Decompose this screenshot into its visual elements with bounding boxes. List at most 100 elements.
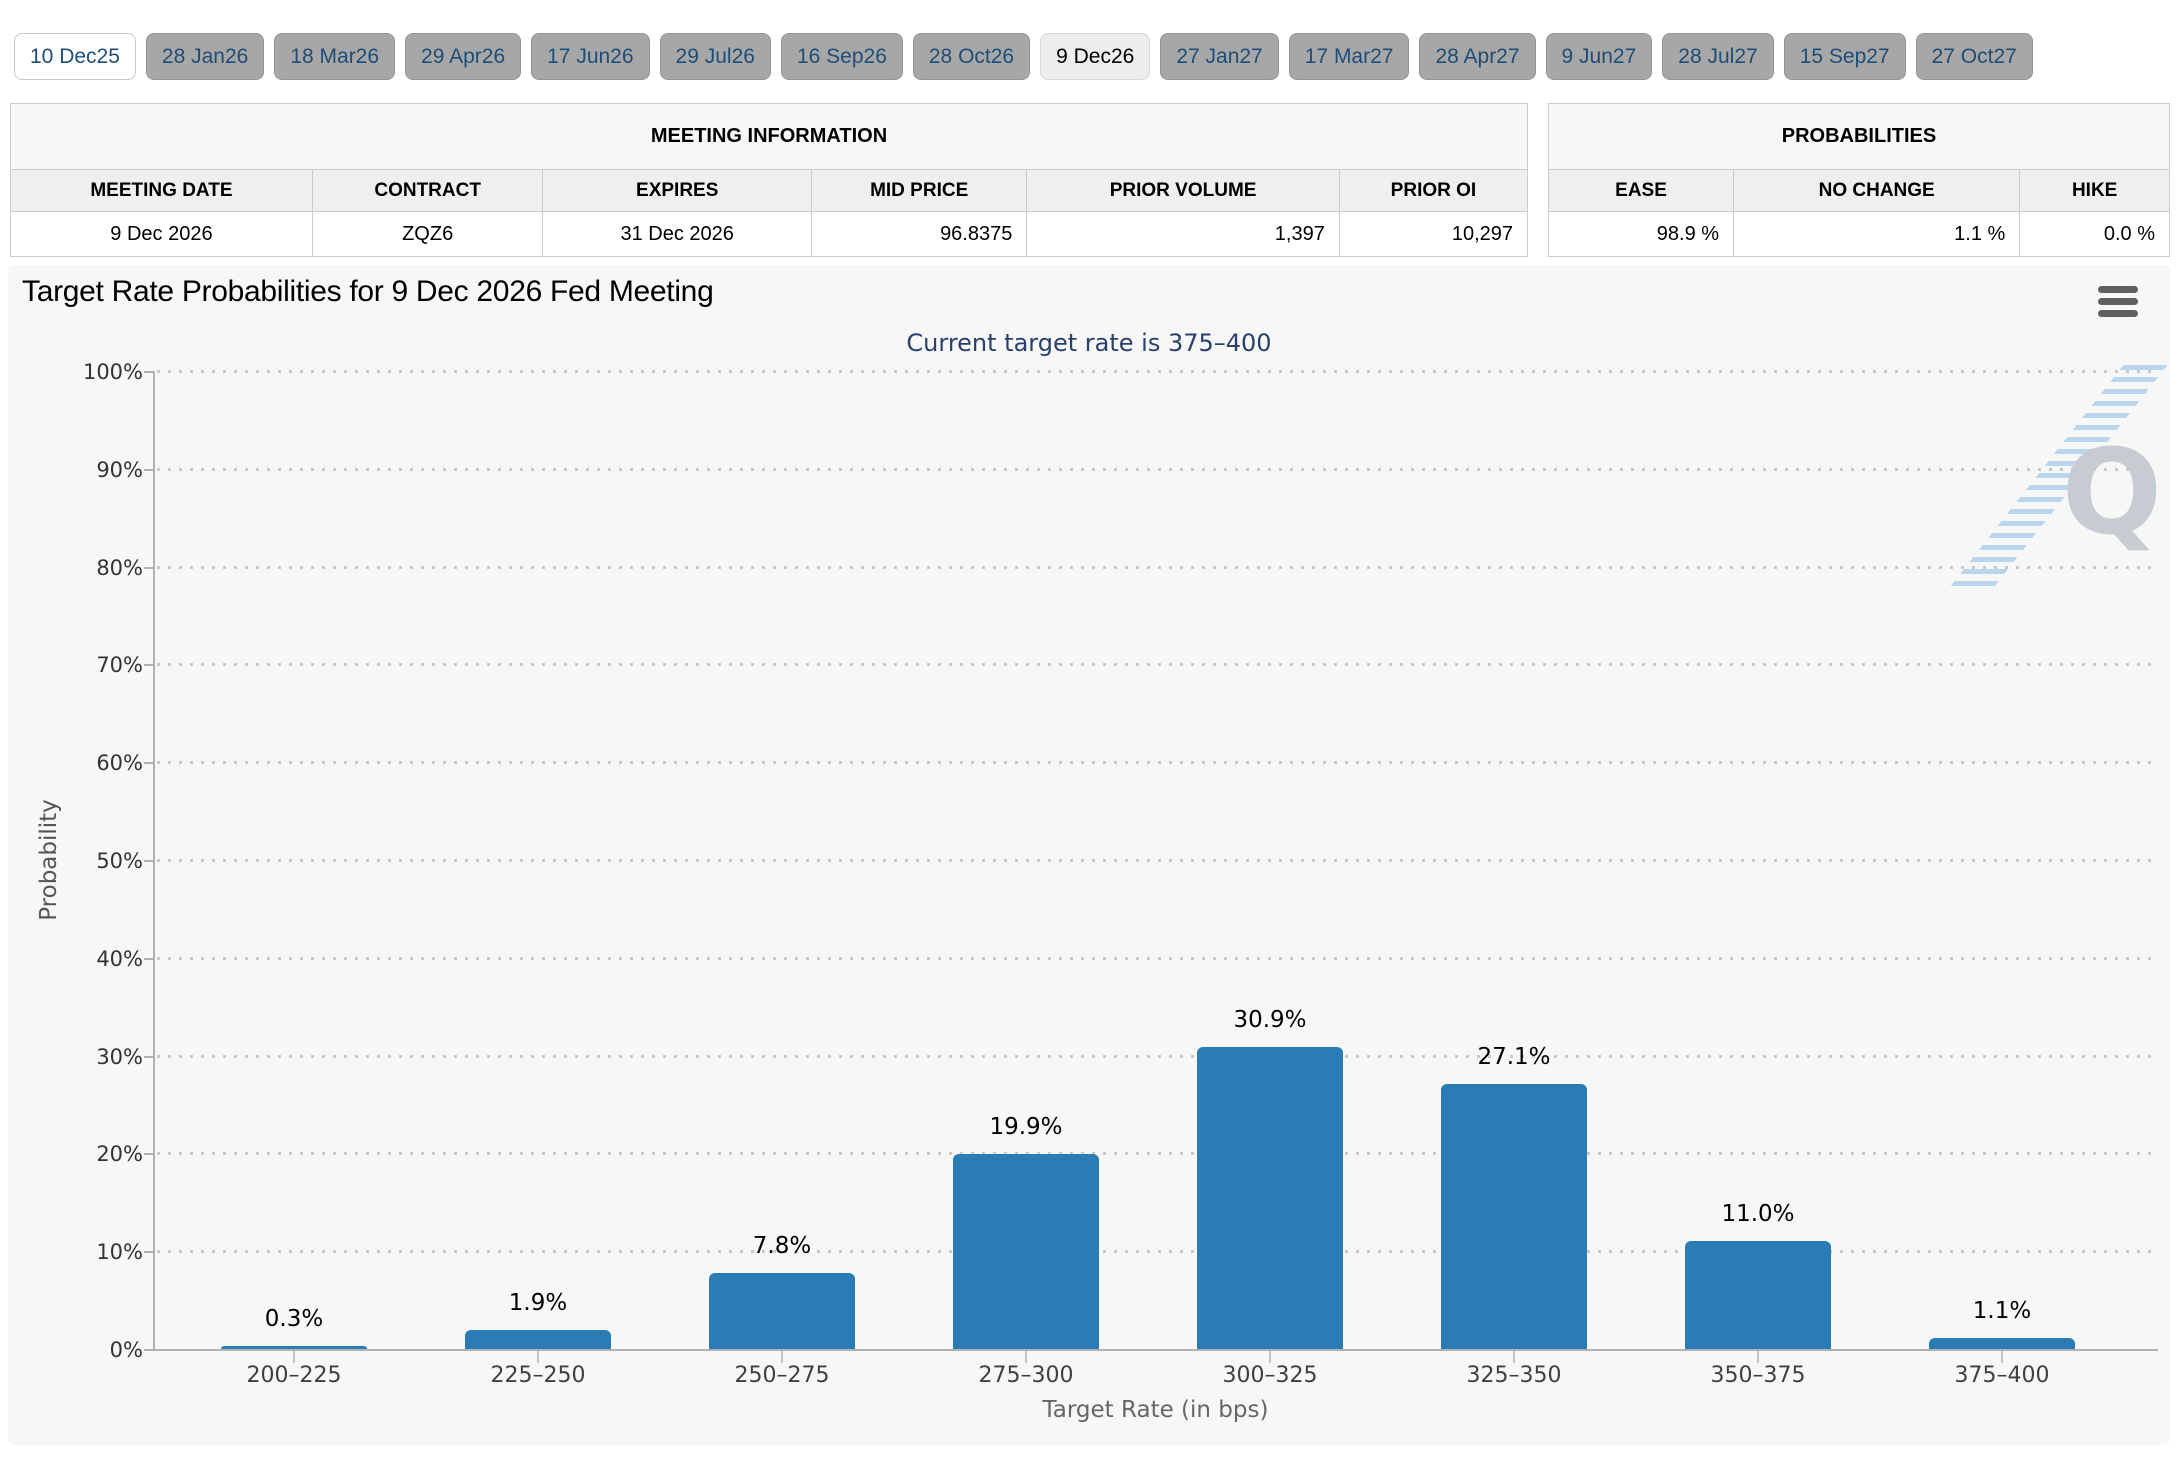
tab-28-apr27[interactable]: 28 Apr27 — [1419, 33, 1536, 80]
tab-27-jan27[interactable]: 27 Jan27 — [1160, 33, 1279, 80]
tab-29-jul26[interactable]: 29 Jul26 — [659, 33, 771, 80]
meeting-info-value-expires: 31 Dec 2026 — [542, 211, 812, 257]
y-tick-label-30: 30% — [96, 1045, 143, 1069]
meeting-date-tab-strip: 10 Dec25 28 Jan26 18 Mar26 29 Apr26 17 Jun26… — [14, 33, 2033, 80]
bar-value-label: 11.0% — [1721, 1201, 1795, 1227]
x-tick-mark — [537, 1351, 539, 1363]
chart-title: Target Rate Probabilities for 9 Dec 2026… — [22, 275, 714, 308]
y-tick-mark — [144, 1349, 153, 1351]
gridline-30 — [157, 1055, 2158, 1058]
y-tick-mark — [144, 860, 153, 862]
meeting-info-value-meeting-date: 9 Dec 2026 — [10, 211, 313, 257]
chart-context-menu-button[interactable] — [2096, 285, 2140, 319]
probability-chart: Target Rate Probabilities for 9 Dec 2026… — [8, 265, 2170, 1445]
x-tick-mark — [2001, 1351, 2003, 1363]
meeting-info-header-meeting-date: MEETING DATE — [10, 169, 313, 212]
x-tick-mark — [1269, 1351, 1271, 1363]
bar-300-325[interactable] — [1197, 1047, 1343, 1349]
bar-value-label: 19.9% — [989, 1114, 1063, 1140]
bar-value-label: 30.9% — [1233, 1007, 1307, 1033]
x-axis-title: Target Rate (in bps) — [1042, 1397, 1269, 1423]
tab-9-jun27[interactable]: 9 Jun27 — [1545, 33, 1653, 80]
tab-28-oct26[interactable]: 28 Oct26 — [912, 33, 1031, 80]
gridline-50 — [157, 859, 2158, 862]
y-tick-label-10: 10% — [96, 1240, 143, 1264]
y-tick-mark — [144, 762, 153, 764]
y-tick-label-40: 40% — [96, 947, 143, 971]
y-tick-mark — [144, 664, 153, 666]
x-tick-mark — [1025, 1351, 1027, 1363]
meeting-info-title: MEETING INFORMATION — [10, 103, 1528, 170]
y-tick-label-70: 70% — [96, 653, 143, 677]
y-tick-label-100: 100% — [82, 360, 143, 384]
bar-350-375[interactable] — [1685, 1241, 1831, 1349]
y-tick-label-50: 50% — [96, 849, 143, 873]
y-tick-label-0: 0% — [109, 1338, 143, 1362]
meeting-info-value-prior-oi: 10,297 — [1338, 211, 1529, 257]
probabilities-value-no-change: 1.1 % — [1733, 211, 2021, 257]
tab-28-jan26[interactable]: 28 Jan26 — [145, 33, 265, 80]
gridline-100 — [157, 370, 2158, 373]
bar-375-400[interactable] — [1929, 1338, 2075, 1349]
tab-29-apr26[interactable]: 29 Apr26 — [405, 33, 522, 80]
hamburger-icon — [2098, 298, 2138, 305]
bar-250-275[interactable] — [709, 1273, 855, 1349]
tab-16-sep26[interactable]: 16 Sep26 — [780, 33, 903, 80]
y-tick-label-20: 20% — [96, 1142, 143, 1166]
gridline-70 — [157, 663, 2158, 666]
y-tick-mark — [144, 1056, 153, 1058]
y-tick-mark — [144, 958, 153, 960]
y-tick-mark — [144, 469, 153, 471]
y-axis-title: Probability — [36, 799, 62, 921]
x-tick-mark — [293, 1351, 295, 1363]
bar-200-225[interactable] — [221, 1346, 367, 1349]
probabilities-header-ease: EASE — [1547, 169, 1735, 212]
tab-17-jun26[interactable]: 17 Jun26 — [531, 33, 650, 80]
tab-28-jul27[interactable]: 28 Jul27 — [1662, 33, 1774, 80]
tab-15-sep27[interactable]: 15 Sep27 — [1783, 33, 1906, 80]
tab-18-mar26[interactable]: 18 Mar26 — [274, 33, 396, 80]
gridline-10 — [157, 1250, 2158, 1253]
x-tick-mark — [1757, 1351, 1759, 1363]
x-category-label: 375–400 — [1954, 1363, 2050, 1388]
y-tick-mark — [144, 371, 153, 373]
meeting-info-header-prior-oi: PRIOR OI — [1338, 169, 1529, 212]
y-tick-mark — [144, 567, 153, 569]
x-tick-mark — [1513, 1351, 1515, 1363]
tab-9-dec26[interactable]: 9 Dec26 — [1040, 33, 1151, 80]
x-category-label: 250–275 — [734, 1363, 830, 1388]
y-tick-mark — [144, 1153, 153, 1155]
tab-10-dec25[interactable]: 10 Dec25 — [14, 33, 136, 80]
x-axis-line — [153, 1349, 2158, 1351]
bar-325-350[interactable] — [1441, 1084, 1587, 1349]
x-category-label: 200–225 — [246, 1363, 342, 1388]
gridline-60 — [157, 761, 2158, 764]
bar-value-label: 1.9% — [508, 1290, 568, 1316]
bar-value-label: 0.3% — [264, 1306, 324, 1332]
x-category-label: 325–350 — [1466, 1363, 1562, 1388]
bar-value-label: 1.1% — [1972, 1298, 2032, 1324]
watermark-letter: Q — [2061, 423, 2162, 561]
quikstrike-watermark-icon: Q — [1948, 365, 2168, 589]
hamburger-icon — [2098, 286, 2138, 293]
meeting-info-header-contract: CONTRACT — [311, 169, 544, 212]
probabilities-header-no-change: NO CHANGE — [1733, 169, 2021, 212]
y-tick-label-80: 80% — [96, 556, 143, 580]
meeting-info-value-mid-price: 96.8375 — [810, 211, 1028, 257]
probabilities-table: PROBABILITIES EASE NO CHANGE HIKE 98.9 % 1.1 … — [1547, 103, 2170, 257]
probabilities-value-ease: 98.9 % — [1547, 211, 1735, 257]
meeting-info-header-mid-price: MID PRICE — [810, 169, 1028, 212]
gridline-80 — [157, 566, 2158, 569]
tab-27-oct27[interactable]: 27 Oct27 — [1915, 33, 2033, 80]
tab-17-mar27[interactable]: 17 Mar27 — [1288, 33, 1410, 80]
meeting-information-table: MEETING INFORMATION MEETING DATE CONTRACT E… — [10, 103, 1529, 257]
chart-subtitle: Current target rate is 375–400 — [906, 329, 1272, 357]
y-tick-mark — [144, 1251, 153, 1253]
hamburger-icon — [2098, 310, 2138, 317]
bar-value-label: 7.8% — [752, 1233, 812, 1259]
bar-225-250[interactable] — [465, 1330, 611, 1349]
meeting-info-header-prior-volume: PRIOR VOLUME — [1026, 169, 1340, 212]
bar-275-300[interactable] — [953, 1154, 1099, 1349]
probabilities-header-hike: HIKE — [2019, 169, 2170, 212]
